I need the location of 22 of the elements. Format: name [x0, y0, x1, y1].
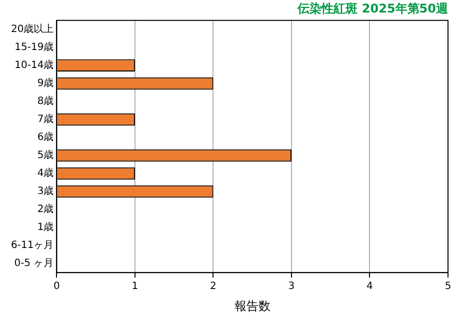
x-tick-label: 5 — [444, 281, 452, 292]
y-tick-label: 0-5 ヶ月 — [14, 258, 54, 270]
y-tick-label: 15-19歳 — [14, 41, 54, 54]
x-tick-label: 0 — [54, 281, 60, 292]
y-tick-label: 5歳 — [37, 149, 54, 162]
y-tick-label: 7歳 — [37, 113, 54, 126]
y-tick-label: 6-11ヶ月 — [11, 240, 54, 252]
x-tick-label: 2 — [210, 281, 216, 292]
x-tick-label: 3 — [288, 281, 295, 292]
x-tick-label: 1 — [132, 281, 138, 292]
y-tick-label: 2歳 — [37, 203, 54, 216]
y-tick-label: 8歳 — [37, 95, 54, 108]
y-tick-label: 1歳 — [37, 221, 54, 234]
y-tick-label: 6歳 — [37, 131, 54, 144]
y-tick-label: 4歳 — [37, 167, 54, 180]
y-tick-label: 20歳以上 — [10, 23, 54, 35]
y-tick-label: 3歳 — [37, 185, 54, 198]
y-tick-label: 9歳 — [37, 77, 54, 90]
y-tick-label: 10-14歳 — [14, 59, 54, 72]
chart-title: 伝染性紅斑 2025年第50週 — [296, 1, 449, 16]
x-tick-label: 4 — [366, 281, 373, 292]
x-axis-title: 報告数 — [234, 298, 270, 313]
